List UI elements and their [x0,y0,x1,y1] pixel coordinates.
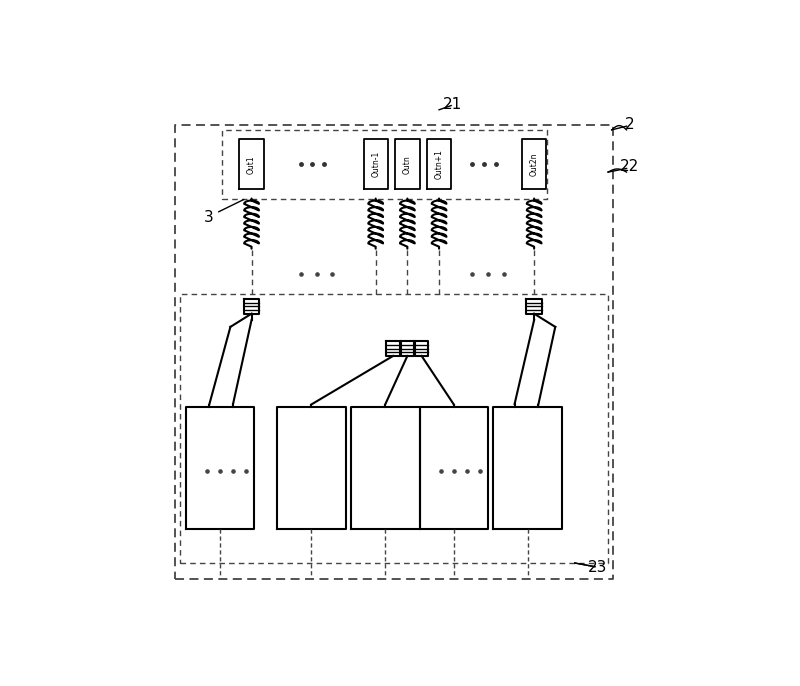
Text: 2: 2 [624,117,634,132]
Text: 22: 22 [619,159,639,174]
Text: Outn-1: Outn-1 [371,151,380,177]
Text: Out1: Out1 [247,155,256,174]
Text: 21: 21 [442,97,462,112]
Text: Out2n: Out2n [530,152,538,176]
Text: 23: 23 [588,560,607,575]
Text: Outn+1: Outn+1 [434,150,443,179]
Text: Outn: Outn [403,155,412,174]
Text: 3: 3 [203,209,213,224]
